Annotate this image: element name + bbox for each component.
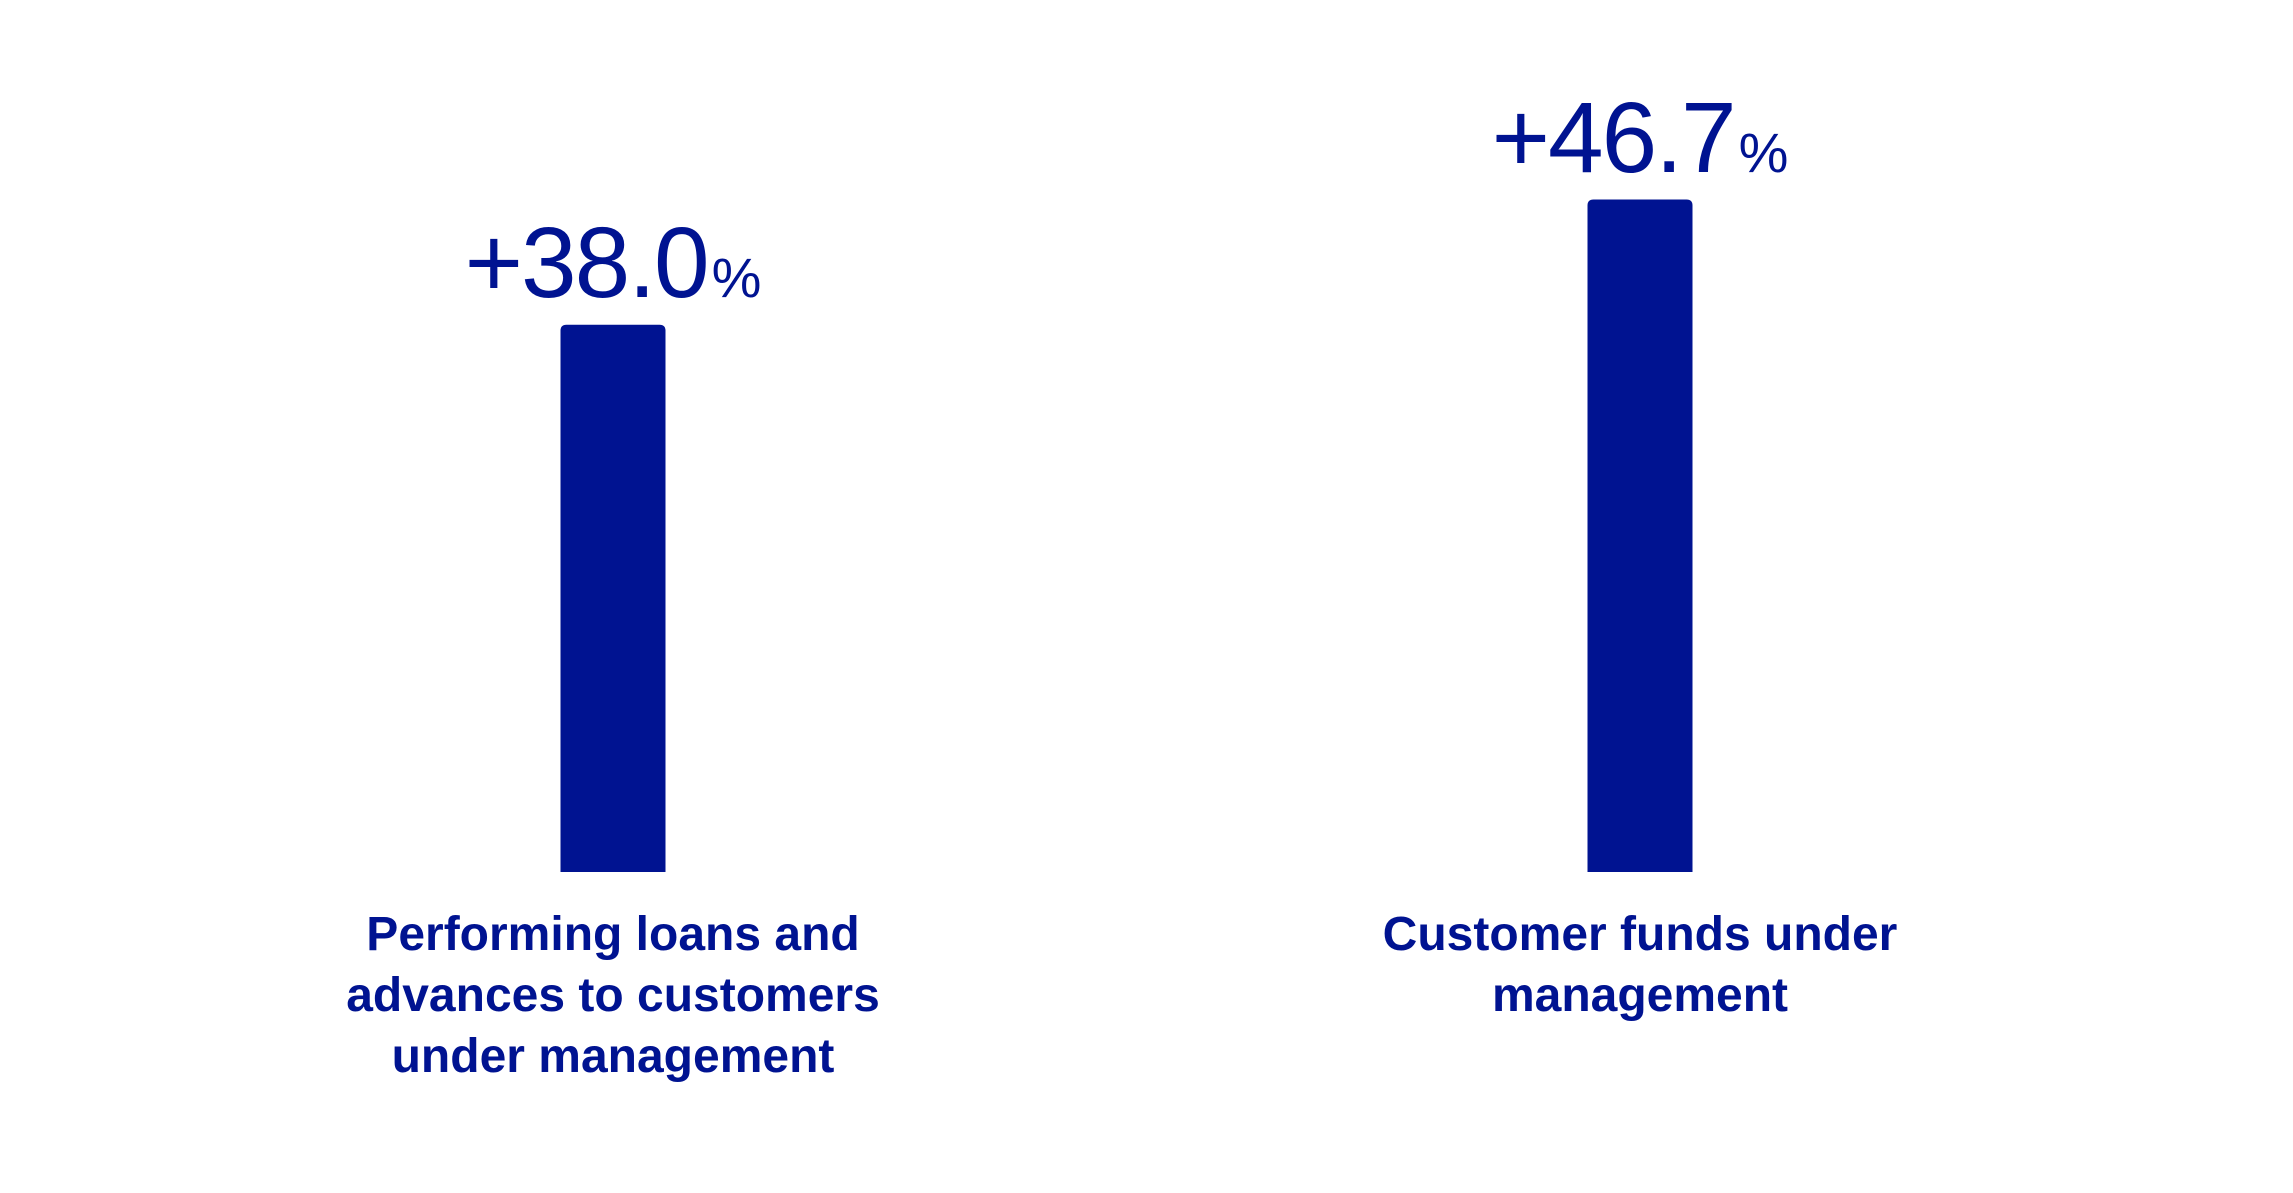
category-label-line: Customer funds under bbox=[1382, 908, 1898, 961]
category-label: Customer funds under management bbox=[1383, 904, 1898, 1026]
value-label-unit: % bbox=[1738, 120, 1789, 184]
category-label: Performing loans and advances to custome… bbox=[346, 904, 880, 1087]
value-label-number: +46.7 bbox=[1491, 81, 1737, 194]
value-label: +38.0% bbox=[465, 213, 762, 313]
value-label-number: +38.0 bbox=[464, 206, 710, 319]
value-label-unit: % bbox=[711, 245, 762, 309]
bar bbox=[560, 324, 666, 872]
category-label-line: under management bbox=[391, 1030, 835, 1083]
value-label: +46.7% bbox=[1492, 88, 1789, 188]
bar bbox=[1587, 199, 1693, 872]
category-label-line: management bbox=[1491, 969, 1789, 1022]
category-label-line: Performing loans and bbox=[366, 908, 860, 961]
category-label-line: advances to customers bbox=[346, 969, 880, 1022]
